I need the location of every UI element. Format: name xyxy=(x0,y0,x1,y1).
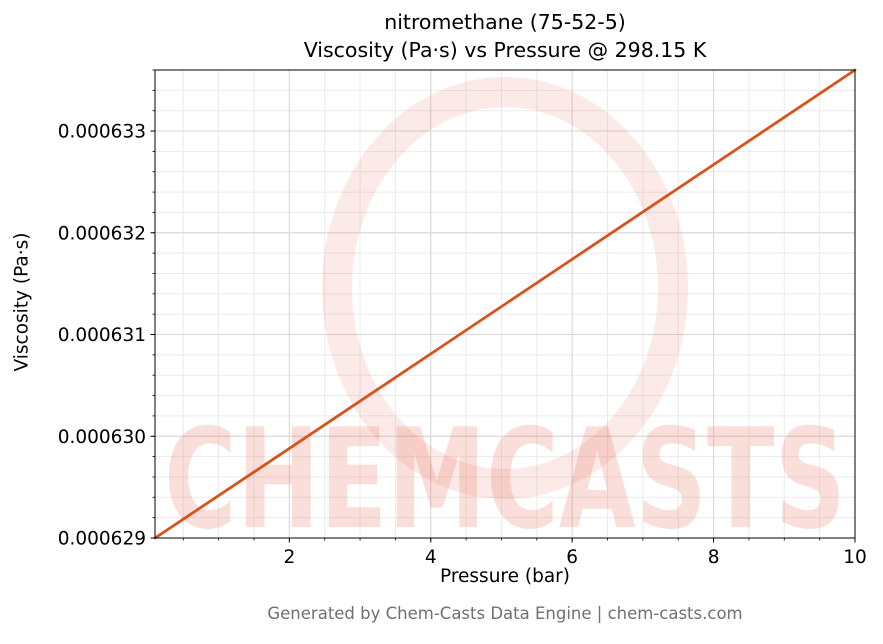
y-tick-label: 0.000630 xyxy=(58,427,146,448)
x-tick-label: 6 xyxy=(566,547,578,568)
footer-credit: Generated by Chem-Casts Data Engine | ch… xyxy=(267,604,743,623)
watermark-text: CHEMCASTS xyxy=(164,399,846,560)
x-tick-label: 4 xyxy=(425,547,437,568)
y-tick-label: 0.000633 xyxy=(58,122,146,143)
series-line-viscosity xyxy=(153,68,857,540)
y-tick-label: 0.000629 xyxy=(58,529,146,550)
y-tick-label: 0.000631 xyxy=(58,325,146,346)
chart-title-line2: Viscosity (Pa·s) vs Pressure @ 298.15 K xyxy=(303,37,707,62)
x-tick-label: 8 xyxy=(708,547,720,568)
x-axis-label: Pressure (bar) xyxy=(440,566,570,587)
chart-title: nitromethane (75-52-5) Viscosity (Pa·s) … xyxy=(155,9,855,64)
x-tick-label: 10 xyxy=(843,547,867,568)
y-tick-label: 0.000632 xyxy=(58,223,146,244)
watermark-swirl-icon xyxy=(322,77,688,499)
y-axis-label: Viscosity (Pa·s) xyxy=(11,232,33,372)
axes-frame xyxy=(154,69,856,539)
chart-title-line1: nitromethane (75-52-5) xyxy=(384,10,626,34)
x-tick-label: 2 xyxy=(283,547,295,568)
